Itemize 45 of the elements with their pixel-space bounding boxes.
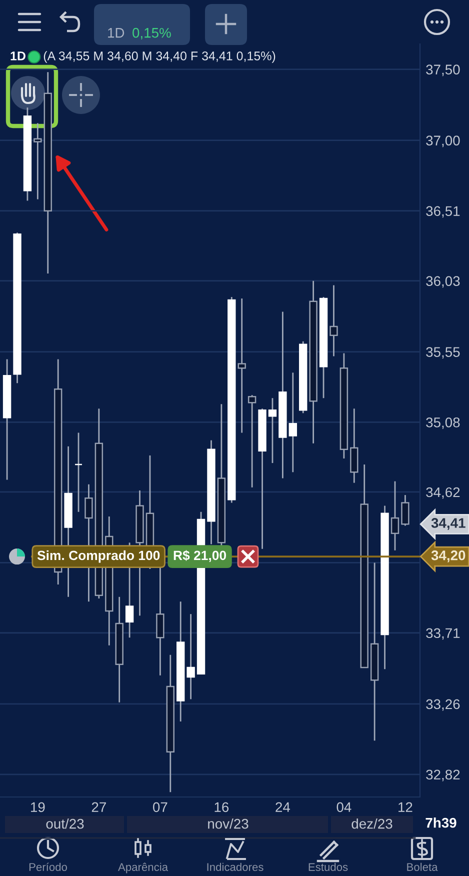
candlestick	[74, 432, 83, 513]
y-tick-label: 35,55	[426, 347, 460, 359]
y-tick-label: 37,50	[426, 64, 460, 76]
candlestick	[156, 566, 164, 676]
text: 7h39	[426, 818, 456, 828]
y-tick-label: 35,08	[426, 418, 460, 429]
text: 1D	[108, 28, 124, 38]
y-tick-label: 32,82	[426, 770, 460, 782]
x-tick-label: 12	[398, 802, 412, 812]
y-tick-label: 37,00	[426, 136, 460, 148]
candlestick	[288, 372, 297, 473]
annotation: R$ 21,00	[174, 550, 226, 562]
candlestick	[390, 480, 400, 552]
text: Período	[29, 862, 67, 871]
text: 0,15%	[132, 28, 171, 40]
chart-title: 1D	[10, 52, 26, 60]
y-tick-label: 33,26	[426, 699, 460, 711]
y-tick-label: 36,03	[426, 276, 460, 288]
text: Estudos	[308, 862, 348, 871]
x-tick-label: 27	[92, 802, 106, 812]
text: out/23	[46, 818, 84, 829]
candlestick	[248, 394, 256, 488]
text: (A 34,55 M 34,60 M 34,40 F 34,41 0,15%)	[44, 51, 276, 63]
text: Indicadores	[207, 862, 264, 871]
y-tick-label: 36,51	[426, 206, 460, 218]
candlestick	[268, 397, 277, 464]
candlestick	[330, 284, 338, 357]
y-tick-label: 34,62	[426, 487, 460, 499]
ref-line-label: 34,20	[431, 550, 466, 562]
annotation: Sim. Comprado 100	[37, 550, 160, 563]
text: dez/23	[352, 818, 392, 829]
x-tick-label: 16	[214, 802, 229, 812]
candlestick	[186, 613, 195, 700]
candlestick	[238, 298, 246, 434]
candlestick	[401, 494, 410, 526]
x-tick-label: 04	[336, 802, 352, 812]
x-tick-label: 24	[276, 802, 290, 812]
x-tick-label: 19	[31, 802, 45, 812]
y-tick-label: 33,71	[426, 628, 460, 640]
text: Aparência	[118, 862, 168, 874]
text: 34,41	[431, 518, 466, 530]
x-tick-label: 07	[153, 802, 168, 812]
candlestick	[34, 122, 42, 200]
text: nov/23	[208, 818, 248, 829]
text: Boleta	[407, 862, 438, 871]
